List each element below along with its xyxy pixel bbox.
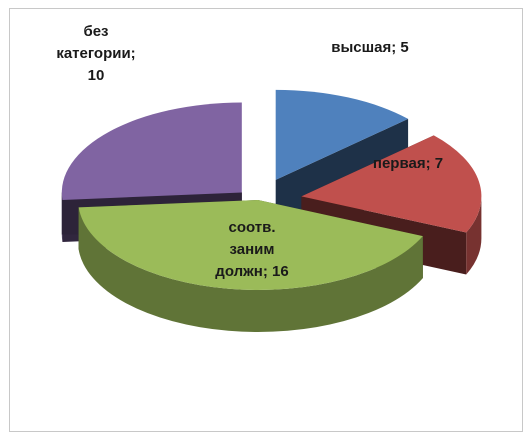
data-label: первая; 7 <box>373 155 443 172</box>
data-label: соотв. заним должн; 16 <box>215 219 288 280</box>
data-label-line: первая; 7 <box>373 155 443 172</box>
pie-slice-top <box>61 102 242 200</box>
data-label-line: соотв. <box>228 219 275 236</box>
data-label-line: категории; <box>56 45 135 62</box>
data-label-line: должн; 16 <box>215 263 288 280</box>
data-label-line: 10 <box>88 67 105 84</box>
data-label-line: высшая; 5 <box>331 39 408 56</box>
pie-slice-top <box>275 89 409 180</box>
data-label-line: заним <box>230 241 275 258</box>
pie-slice-2 <box>78 200 423 333</box>
pie-slice-top <box>78 200 423 291</box>
data-label: без категории; 10 <box>56 23 135 84</box>
pie-slice-side <box>466 196 482 275</box>
pie-slice-top <box>301 135 482 233</box>
data-label-line: без <box>83 23 108 40</box>
data-label: высшая; 5 <box>331 39 408 56</box>
pie-slice-side <box>78 207 423 333</box>
